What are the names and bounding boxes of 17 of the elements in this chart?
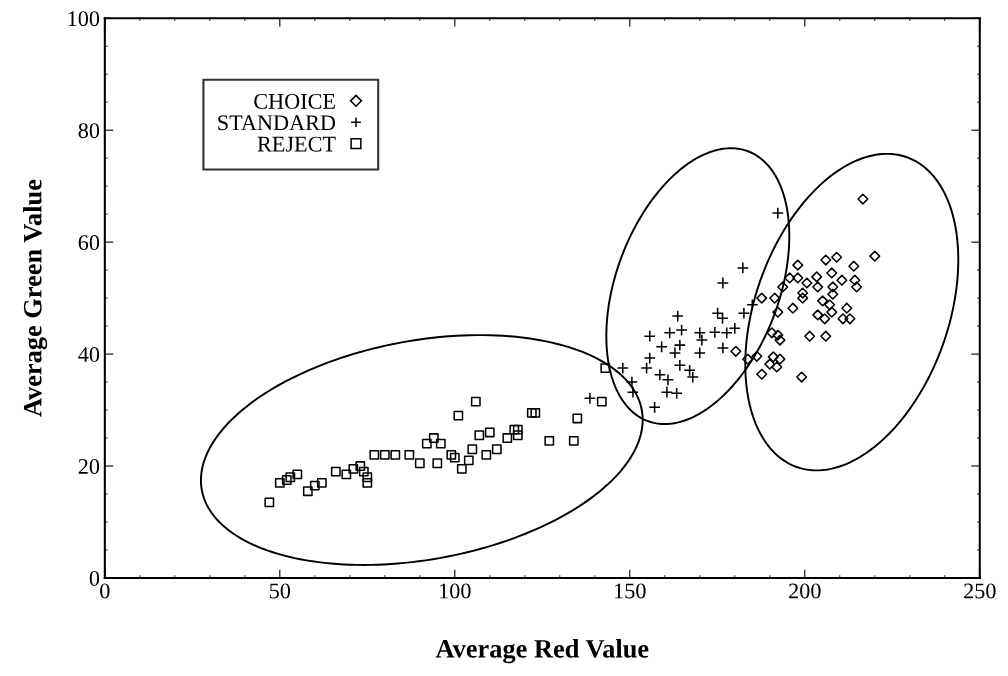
y-axis-title: Average Green Value bbox=[23, 179, 48, 417]
y-tick-label: 40 bbox=[78, 347, 100, 363]
x-tick-label: 200 bbox=[789, 583, 821, 599]
x-tick-label: 150 bbox=[615, 583, 646, 599]
x-tick-label: 50 bbox=[270, 583, 291, 599]
y-tick-label: 80 bbox=[78, 123, 100, 139]
x-tick-label: 100 bbox=[440, 583, 471, 599]
x-tick-label: 0 bbox=[100, 583, 110, 599]
y-tick-label: 0 bbox=[89, 570, 100, 586]
legend-label: CHOICE bbox=[254, 93, 335, 109]
y-tick-label: 60 bbox=[78, 235, 100, 251]
legend-label: STANDARD bbox=[218, 115, 336, 131]
y-tick-label: 20 bbox=[78, 458, 100, 474]
y-tick-label: 100 bbox=[68, 11, 100, 27]
x-axis-title: Average Red Value bbox=[435, 639, 649, 664]
legend-label: REJECT bbox=[257, 136, 336, 152]
x-tick-label: 250 bbox=[964, 583, 996, 599]
